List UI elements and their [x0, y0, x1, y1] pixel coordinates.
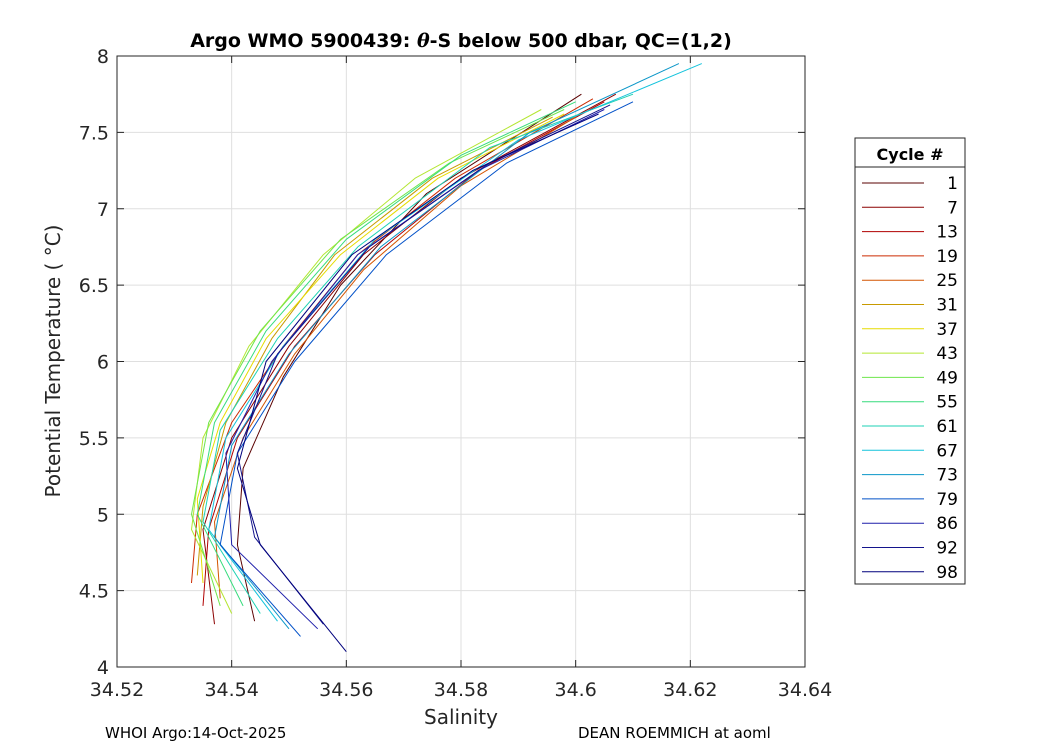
y-tick-label: 4 [97, 657, 109, 679]
x-tick-label: 34.54 [204, 679, 258, 701]
series-line-cycle-61 [202, 93, 634, 614]
series-line-cycle-37 [196, 113, 565, 584]
legend-label: 37 [936, 320, 958, 340]
chart-title-theta: θ [417, 30, 430, 52]
series-line-cycle-67 [208, 63, 702, 622]
legend-label: 49 [936, 368, 958, 388]
legend-label: 98 [936, 563, 958, 583]
legend: Cycle # 1 7 13 19 25 31 37 43 49 55 61 67 73 79 86 92 98 [854, 137, 966, 585]
series-line-cycle-1 [236, 93, 582, 622]
legend-label: 79 [936, 490, 958, 510]
y-tick-label: 6 [97, 352, 109, 374]
legend-label: 19 [936, 247, 958, 267]
footer-left-credit: WHOI Argo:14-Oct-2025 [105, 724, 287, 742]
x-tick-label: 34.64 [778, 679, 832, 701]
grid-lines [116, 55, 806, 668]
x-tick-label: 34.58 [434, 679, 488, 701]
y-tick-label: 8 [97, 46, 109, 68]
series-line-cycle-79 [219, 101, 634, 637]
y-tick-label: 7 [97, 199, 109, 221]
x-tick-label: 34.56 [319, 679, 373, 701]
x-tick-label: 34.62 [663, 679, 717, 701]
series-line-cycle-19 [191, 98, 594, 584]
legend-label: 7 [947, 198, 958, 218]
y-tick-label: 4.5 [79, 581, 109, 603]
legend-label: 31 [936, 296, 958, 316]
legend-label: 67 [936, 441, 958, 461]
chart-title: Argo WMO 5900439: θ-S below 500 dbar, QC… [190, 30, 732, 52]
x-tick-label: 34.52 [90, 679, 144, 701]
y-tick-label: 7.5 [79, 122, 109, 144]
legend-title: Cycle # [877, 145, 944, 164]
series-line-cycle-55 [196, 101, 576, 607]
legend-label: 55 [936, 393, 958, 413]
y-axis-label: Potential Temperature ( °C) [41, 225, 65, 498]
series-line-cycle-49 [191, 109, 565, 607]
legend-label: 86 [936, 514, 958, 534]
legend-label: 73 [936, 466, 958, 486]
data-series [191, 63, 702, 653]
y-tick-label: 6.5 [79, 275, 109, 297]
legend-label: 92 [936, 539, 958, 559]
series-line-cycle-73 [214, 63, 680, 630]
x-axis-label: Salinity [424, 705, 498, 729]
footer-right-credit: DEAN ROEMMICH at aoml [578, 724, 771, 742]
chart-title-suffix: -S below 500 dbar, QC=(1,2) [430, 30, 732, 52]
chart-title-prefix: Argo WMO 5900439: [190, 30, 417, 52]
series-line-cycle-31 [196, 116, 553, 576]
legend-label: 1 [947, 174, 958, 194]
x-tick-label: 34.6 [555, 679, 597, 701]
legend-label: 61 [936, 417, 958, 437]
y-tick-label: 5 [97, 504, 109, 526]
series-line-cycle-98 [236, 113, 599, 653]
legend-label: 43 [936, 344, 958, 364]
axis-ticks: 34.52 34.54 34.56 34.58 34.6 34.62 34.64 4 4.5 5 5… [79, 46, 832, 701]
legend-items: 1 7 13 19 25 31 37 43 49 55 61 67 73 79 86 92 98 [862, 174, 958, 583]
series-line-cycle-43 [191, 109, 542, 614]
legend-label: 25 [936, 271, 958, 291]
y-tick-label: 5.5 [79, 428, 109, 450]
legend-label: 13 [936, 223, 958, 243]
legend-box [854, 137, 966, 585]
